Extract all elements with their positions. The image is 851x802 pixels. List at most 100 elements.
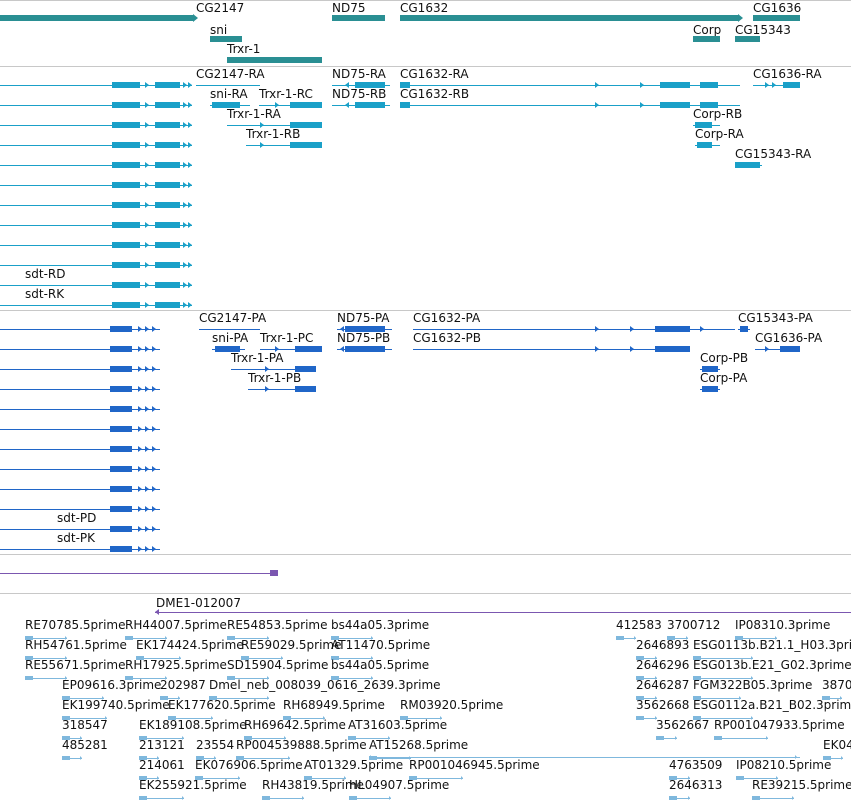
est-label[interactable]: EP09616.3prime: [62, 678, 162, 692]
gene-label[interactable]: CG1636: [753, 1, 802, 15]
gene-bar: [332, 15, 385, 21]
est-label[interactable]: ESG013b.E21_G02.3prime: [693, 658, 851, 672]
est-label[interactable]: 2646296: [636, 658, 690, 672]
gene-label[interactable]: CG1632: [400, 1, 449, 15]
est-label[interactable]: 3700712: [667, 618, 721, 632]
est-label[interactable]: HL04907.5prime: [349, 778, 450, 792]
feature-label[interactable]: CG1636-PA: [755, 331, 823, 345]
feature-label[interactable]: CG2147-RA: [196, 67, 265, 81]
est-label[interactable]: 202987: [160, 678, 206, 692]
est-label[interactable]: 2646287: [636, 678, 690, 692]
est-label[interactable]: RE70785.5prime: [25, 618, 126, 632]
est-block: [669, 796, 677, 800]
est-label[interactable]: EK174424.5prime: [136, 638, 244, 652]
est-label[interactable]: bs44a05.3prime: [331, 618, 430, 632]
est-label[interactable]: EK04: [823, 738, 851, 752]
est-line: [369, 757, 800, 758]
est-label[interactable]: 3562667: [656, 718, 710, 732]
gene-label[interactable]: CG15343: [735, 23, 791, 37]
est-label[interactable]: RM03920.5prime: [400, 698, 504, 712]
est-label[interactable]: RP001047933.5prime: [714, 718, 845, 732]
gene-label[interactable]: sni: [210, 23, 228, 37]
est-label[interactable]: 4763509: [669, 758, 723, 772]
feature-label[interactable]: Trxr-1-RB: [246, 127, 301, 141]
est-label[interactable]: EK177620.5prime: [168, 698, 276, 712]
transcript-label[interactable]: sdt-PD: [57, 511, 97, 525]
est-label[interactable]: EK199740.5prime: [62, 698, 170, 712]
gene-label[interactable]: Trxr-1: [227, 42, 261, 56]
alignment-label[interactable]: DME1-012007: [156, 596, 241, 610]
est-label[interactable]: RH69642.5prime: [244, 718, 346, 732]
feature-label[interactable]: ND75-PB: [337, 331, 391, 345]
est-label[interactable]: RH43819.5prime: [262, 778, 364, 792]
feature-label[interactable]: CG1632-RB: [400, 87, 470, 101]
est-label[interactable]: 485281: [62, 738, 108, 752]
est-label[interactable]: RH68949.5prime: [283, 698, 385, 712]
est-label[interactable]: 2646893: [636, 638, 690, 652]
est-label[interactable]: 23554: [196, 738, 235, 752]
gene-label[interactable]: CG2147: [196, 1, 245, 15]
feature-label[interactable]: ND75-RB: [332, 87, 387, 101]
feature-label[interactable]: Trxr-1-RA: [227, 107, 281, 121]
gene-label[interactable]: Corp: [693, 23, 722, 37]
est-label[interactable]: ESG0112a.B21_B02.3prime: [693, 698, 851, 712]
transcript-label[interactable]: sdt-PK: [57, 531, 96, 545]
transcript-label[interactable]: sdt-RD: [25, 267, 66, 281]
est-line: [125, 638, 167, 639]
est-label[interactable]: RH54761.5prime: [25, 638, 127, 652]
est-label[interactable]: EK076906.5prime: [195, 758, 303, 772]
est-label[interactable]: IP08310.3prime: [735, 618, 831, 632]
feature-label[interactable]: Corp-RA: [695, 127, 744, 141]
est-label[interactable]: RE59029.5prime: [241, 638, 342, 652]
est-label[interactable]: EK255921.5prime: [139, 778, 247, 792]
est-label[interactable]: AT11470.5prime: [331, 638, 431, 652]
est-label[interactable]: RE55671.5prime: [25, 658, 126, 672]
est-label[interactable]: 2646313: [669, 778, 723, 792]
est-label[interactable]: 213121: [139, 738, 185, 752]
feature-label[interactable]: CG1632-PB: [413, 331, 482, 345]
strand-arrow-right-icon: [630, 326, 634, 332]
feature-label[interactable]: Trxr-1-PC: [260, 331, 314, 345]
feature-label[interactable]: Trxr-1-RC: [259, 87, 313, 101]
est-label[interactable]: 412583: [616, 618, 662, 632]
est-label[interactable]: bs44a05.5prime: [331, 658, 430, 672]
est-label[interactable]: FGM322B05.3prime: [693, 678, 813, 692]
est-label[interactable]: AT31603.5prime: [348, 718, 448, 732]
est-label[interactable]: RH44007.5prime: [125, 618, 227, 632]
transcript-label[interactable]: sdt-RK: [25, 287, 65, 301]
feature-label[interactable]: Trxr-1-PB: [248, 371, 302, 385]
feature-label[interactable]: ND75-RA: [332, 67, 386, 81]
est-label[interactable]: 3870: [822, 678, 851, 692]
est-label[interactable]: SD15904.5prime: [227, 658, 329, 672]
feature-label[interactable]: Corp-RB: [693, 107, 743, 121]
est-label[interactable]: RE39215.5prime: [752, 778, 851, 792]
est-label[interactable]: RH17925.5prime: [125, 658, 227, 672]
gene-label[interactable]: ND75: [332, 1, 366, 15]
est-label[interactable]: 318547: [62, 718, 108, 732]
est-label[interactable]: 214061: [139, 758, 185, 772]
est-label[interactable]: ESG0113b.B21.1_H03.3prime: [693, 638, 851, 652]
est-label[interactable]: AT01329.5prime: [304, 758, 404, 772]
est-label[interactable]: Dmel_neb_008039_0616_2639.3prime: [209, 678, 441, 692]
feature-label[interactable]: CG1636-RA: [753, 67, 822, 81]
feature-label[interactable]: sni-RA: [210, 87, 248, 101]
est-label[interactable]: RP001046945.5prime: [409, 758, 540, 772]
feature-label[interactable]: sni-PA: [212, 331, 249, 345]
feature-label[interactable]: ND75-PA: [337, 311, 390, 325]
feature-label[interactable]: CG15343-PA: [738, 311, 813, 325]
est-label[interactable]: AT15268.5prime: [369, 738, 469, 752]
feature-label[interactable]: Corp-PB: [700, 351, 749, 365]
feature-label[interactable]: Corp-PA: [700, 371, 748, 385]
feature-label[interactable]: CG15343-RA: [735, 147, 812, 161]
est-label[interactable]: EK189108.5prime: [139, 718, 247, 732]
feature-label[interactable]: CG1632-PA: [413, 311, 481, 325]
est-label[interactable]: RP004539888.5prime: [236, 738, 367, 752]
est-block: [168, 716, 176, 720]
feature-label[interactable]: CG2147-PA: [199, 311, 267, 325]
feature-label[interactable]: Trxr-1-PA: [231, 351, 284, 365]
est-label[interactable]: 3562668: [636, 698, 690, 712]
est-label[interactable]: RE54853.5prime: [227, 618, 328, 632]
feature-label[interactable]: CG1632-RA: [400, 67, 469, 81]
est-label[interactable]: IP08210.5prime: [736, 758, 832, 772]
